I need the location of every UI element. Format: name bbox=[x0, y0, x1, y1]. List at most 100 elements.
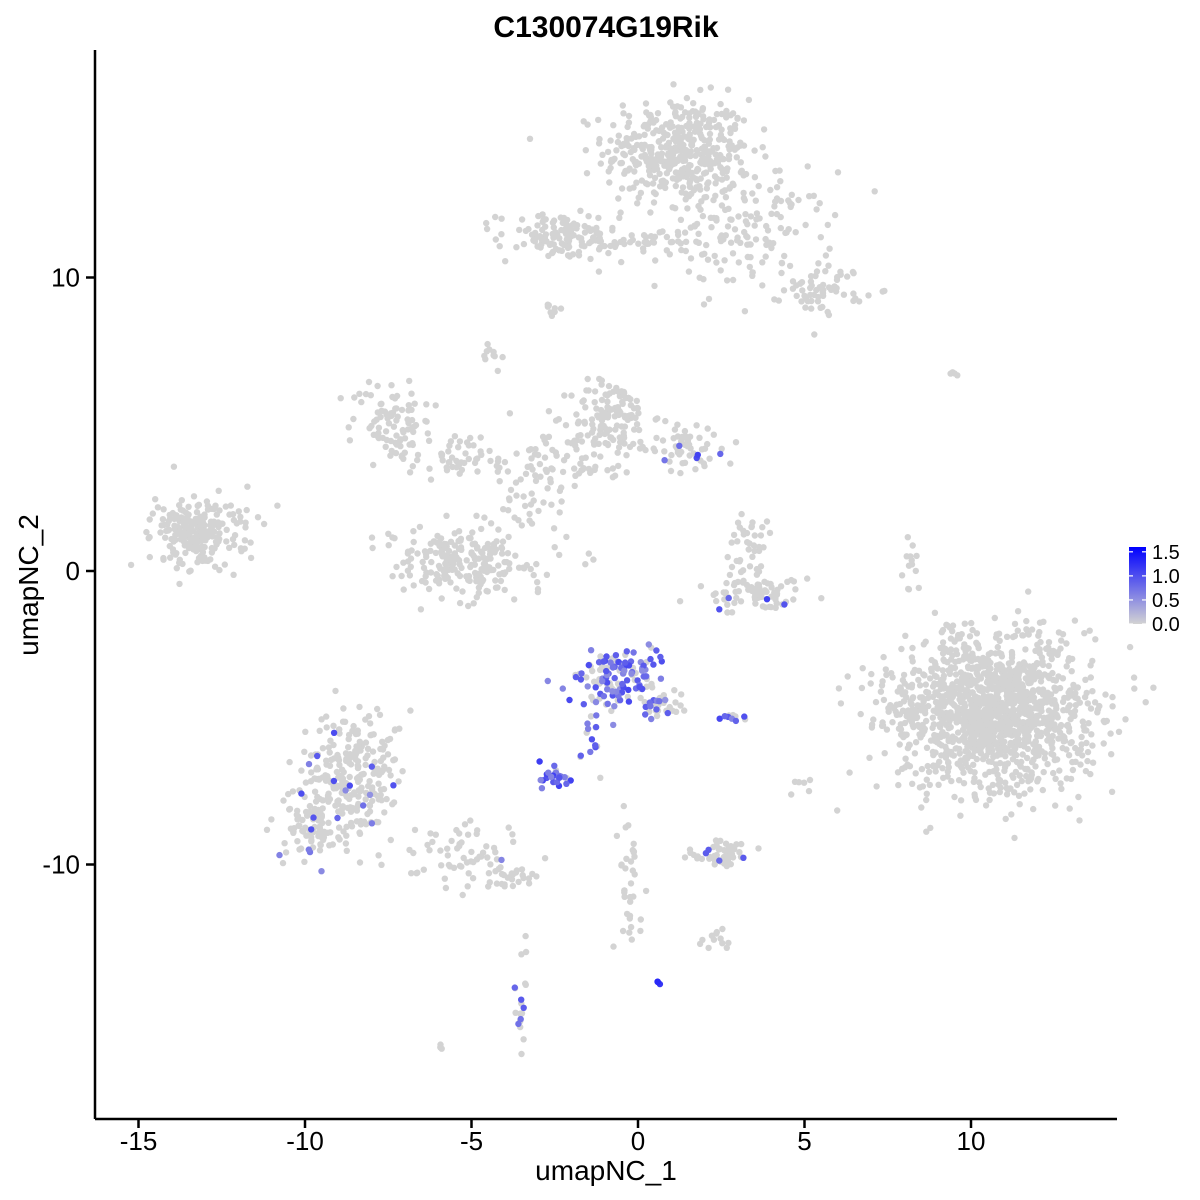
cell-point bbox=[414, 456, 421, 464]
cell-point bbox=[484, 540, 492, 548]
cell-point bbox=[520, 240, 528, 248]
cell-point bbox=[587, 255, 594, 263]
cell-point bbox=[588, 693, 595, 700]
cell-point bbox=[641, 673, 649, 680]
cell-point bbox=[1078, 741, 1085, 748]
cell-point bbox=[1056, 767, 1063, 774]
cell-point bbox=[583, 387, 590, 394]
cell-point bbox=[696, 434, 703, 441]
cell-point bbox=[493, 880, 501, 887]
cell-point bbox=[1005, 747, 1012, 754]
cell-point bbox=[564, 224, 572, 232]
cell-point bbox=[641, 121, 648, 129]
cell-point bbox=[1058, 637, 1065, 644]
cell-point bbox=[1109, 703, 1116, 710]
cell-point bbox=[498, 856, 505, 864]
cell-point bbox=[424, 841, 431, 849]
x-axis-title: umapNC_1 bbox=[535, 1155, 677, 1186]
cell-point bbox=[1057, 645, 1064, 652]
cell-point bbox=[374, 705, 381, 713]
cell-point bbox=[1028, 771, 1036, 778]
cell-point bbox=[388, 382, 395, 389]
y-tick-label: 10 bbox=[51, 263, 80, 293]
cell-point bbox=[707, 214, 714, 221]
cell-point bbox=[728, 216, 735, 223]
cell-point bbox=[468, 848, 475, 856]
cell-point bbox=[923, 790, 930, 797]
cell-point bbox=[386, 735, 394, 743]
cell-point bbox=[470, 600, 477, 607]
cell-point bbox=[650, 661, 657, 668]
cell-point bbox=[607, 242, 614, 250]
cell-point bbox=[808, 282, 815, 289]
cell-point bbox=[299, 827, 306, 835]
cell-point bbox=[444, 852, 451, 859]
cell-point bbox=[398, 572, 405, 580]
cell-point bbox=[289, 788, 297, 795]
cell-point bbox=[559, 468, 567, 476]
cell-point bbox=[334, 814, 341, 822]
cell-point bbox=[323, 757, 330, 764]
cell-point bbox=[592, 698, 600, 706]
cell-point bbox=[971, 791, 978, 798]
cell-point bbox=[735, 588, 742, 595]
cell-point bbox=[619, 400, 626, 407]
cell-point bbox=[792, 229, 799, 236]
cell-point bbox=[294, 838, 301, 845]
cell-point bbox=[781, 601, 788, 608]
cell-point bbox=[455, 444, 462, 451]
cell-point bbox=[483, 348, 490, 355]
cell-point bbox=[314, 752, 321, 760]
cell-point bbox=[986, 796, 993, 804]
cell-point bbox=[699, 113, 707, 120]
cell-point bbox=[286, 805, 294, 813]
cell-point bbox=[326, 749, 333, 756]
cell-point bbox=[1046, 713, 1054, 720]
cell-point bbox=[532, 446, 539, 453]
cell-point bbox=[1045, 639, 1053, 646]
cell-point bbox=[985, 748, 992, 756]
cell-point bbox=[742, 218, 750, 225]
cell-point bbox=[763, 596, 771, 603]
cell-point bbox=[367, 392, 374, 399]
cell-point bbox=[1035, 752, 1042, 759]
cell-point bbox=[658, 124, 666, 131]
cell-point bbox=[733, 594, 740, 602]
cell-point bbox=[465, 455, 472, 463]
cell-point bbox=[369, 544, 376, 552]
cell-point bbox=[977, 783, 984, 791]
cell-point bbox=[385, 530, 392, 537]
cell-point bbox=[1083, 739, 1090, 747]
cell-point bbox=[1051, 726, 1059, 733]
cell-point bbox=[369, 748, 377, 755]
cell-point bbox=[726, 571, 734, 579]
cell-point bbox=[199, 549, 207, 556]
cell-point bbox=[167, 554, 174, 561]
cell-point bbox=[329, 841, 336, 848]
cell-point bbox=[573, 411, 580, 418]
cell-point bbox=[537, 776, 544, 784]
cell-point bbox=[817, 234, 824, 241]
cell-point bbox=[619, 927, 627, 935]
cell-point bbox=[974, 684, 981, 691]
cell-point bbox=[467, 434, 474, 442]
cell-point bbox=[916, 682, 924, 689]
cell-point bbox=[442, 560, 449, 567]
cell-point bbox=[618, 862, 625, 869]
cell-point bbox=[958, 631, 965, 638]
cell-point bbox=[456, 862, 464, 869]
cell-point bbox=[635, 240, 642, 247]
cell-point bbox=[591, 678, 598, 685]
cell-point bbox=[878, 722, 886, 729]
cell-point bbox=[549, 446, 556, 454]
cell-point bbox=[757, 532, 765, 539]
cell-point bbox=[498, 545, 506, 552]
cell-point bbox=[999, 685, 1006, 693]
cell-point bbox=[686, 433, 694, 440]
cell-point bbox=[170, 538, 177, 545]
cell-point bbox=[605, 405, 613, 412]
cell-point bbox=[1041, 750, 1049, 757]
cell-point bbox=[723, 277, 731, 284]
cell-point bbox=[455, 545, 463, 553]
cell-point bbox=[530, 571, 537, 579]
